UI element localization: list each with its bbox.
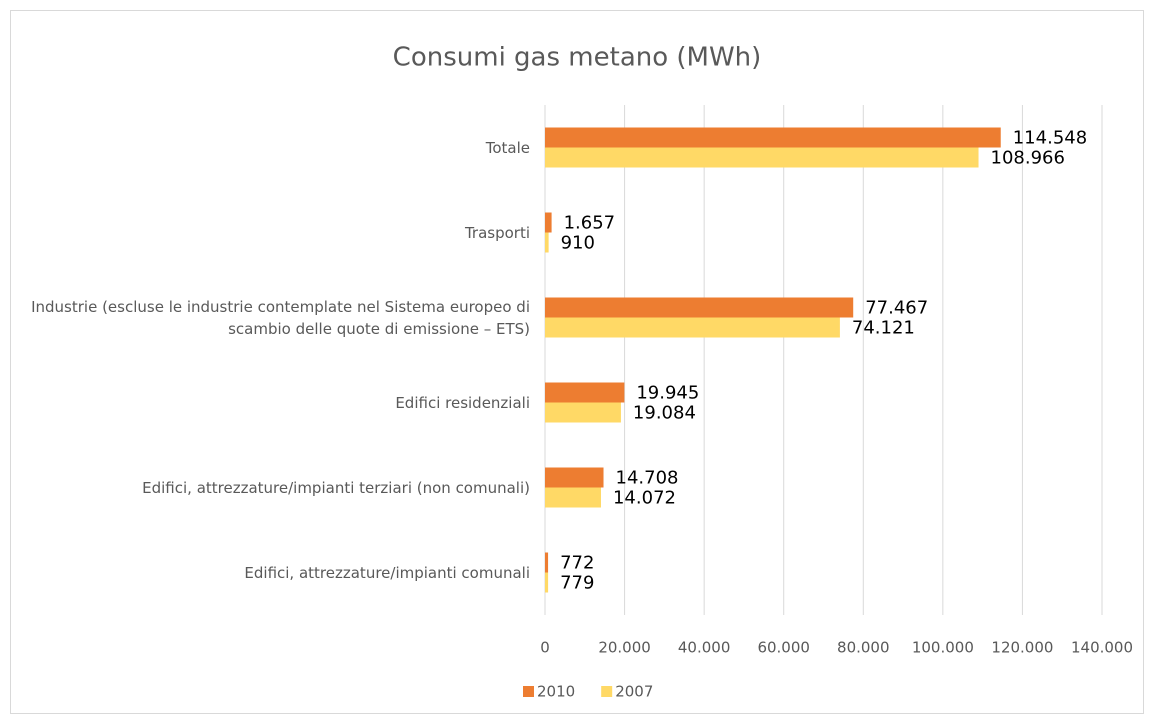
category-label: Edifici, attrezzature/impianti comunali: [244, 563, 530, 582]
bar: [545, 552, 549, 573]
data-label: 14.072: [613, 488, 676, 509]
bar: [545, 297, 854, 318]
bar: [545, 317, 840, 338]
bar: [545, 382, 625, 403]
data-label: 910: [561, 233, 595, 254]
data-label: 19.945: [636, 383, 699, 404]
data-label: 779: [560, 573, 594, 594]
x-tick-label: 100.000: [912, 639, 974, 657]
x-tick-label: 20.000: [598, 639, 651, 657]
bar: [545, 467, 604, 488]
bar: [545, 487, 601, 508]
bar: [545, 572, 549, 593]
x-tick-label: 40.000: [678, 639, 731, 657]
data-label: 114.548: [1013, 128, 1087, 149]
chart-border: [10, 10, 1144, 714]
bar: [545, 232, 549, 253]
data-label: 108.966: [991, 148, 1065, 169]
bar: [545, 147, 979, 168]
category-label: Trasporti: [464, 223, 530, 242]
legend-swatch: [601, 686, 613, 697]
legend-label: 2007: [615, 683, 653, 701]
category-label: Totale: [485, 138, 530, 157]
data-label: 14.708: [616, 468, 679, 489]
x-tick-label: 140.000: [1071, 639, 1133, 657]
x-tick-label: 80.000: [837, 639, 890, 657]
data-label: 772: [560, 553, 594, 574]
bar: [545, 127, 1001, 148]
category-label: Edifici residenziali: [395, 393, 530, 412]
category-label: Industrie (escluse le industrie contempl…: [31, 297, 530, 338]
data-label: 1.657: [564, 213, 616, 234]
data-label: 77.467: [865, 298, 928, 319]
data-label: 74.121: [852, 318, 915, 339]
chart-title: Consumi gas metano (MWh): [393, 43, 762, 73]
bar: [545, 402, 621, 423]
category-label: Edifici, attrezzature/impianti terziari …: [142, 478, 530, 497]
x-tick-label: 60.000: [757, 639, 810, 657]
bar: [545, 212, 552, 233]
legend-swatch: [523, 686, 534, 697]
data-label: 19.084: [633, 403, 696, 424]
x-tick-label: 120.000: [991, 639, 1053, 657]
x-tick-label: 0: [540, 639, 550, 657]
legend-label: 2010: [537, 683, 575, 701]
